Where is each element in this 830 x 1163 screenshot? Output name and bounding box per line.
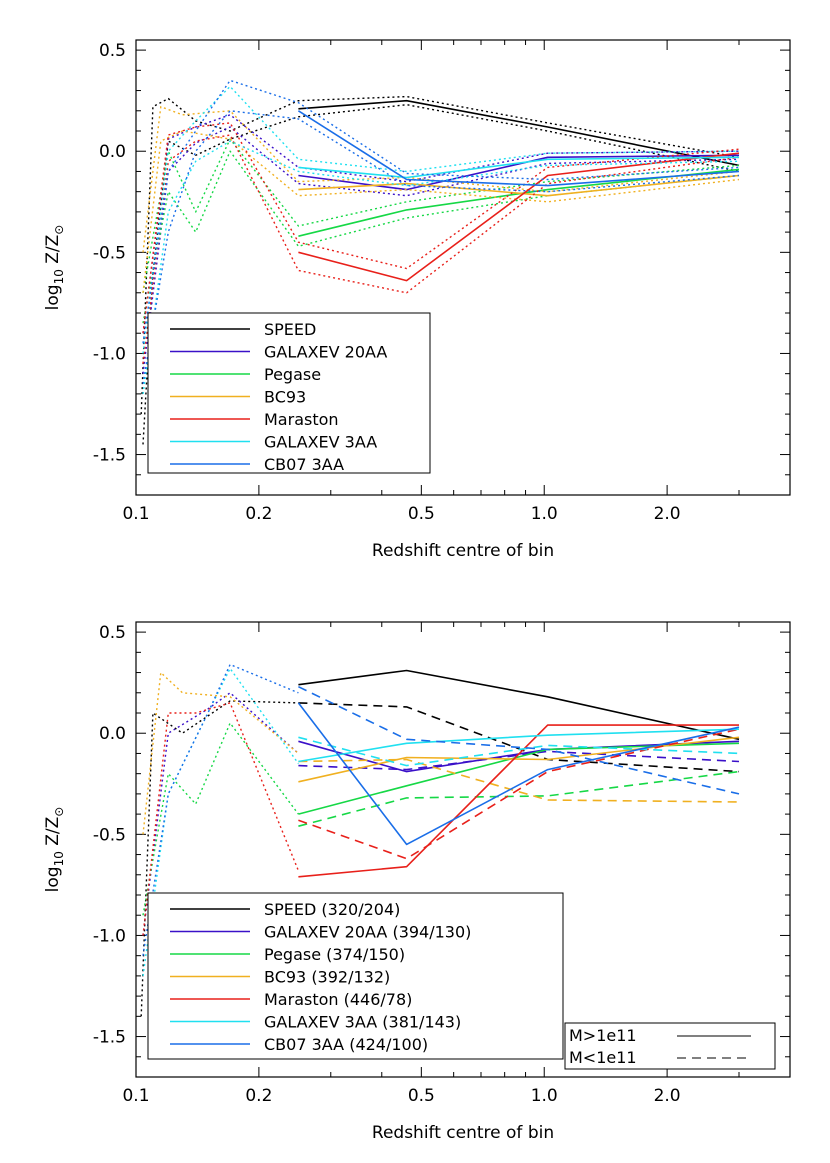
series-line-dashed [298, 702, 740, 773]
x-axis-label: Redshift centre of bin [372, 541, 554, 561]
series-line-dashed [298, 728, 740, 860]
series-lines [140, 79, 740, 445]
x-tick-label: 1.0 [531, 1086, 558, 1106]
y-tick-label: 0.0 [99, 142, 126, 162]
series-line-dashed [298, 758, 740, 803]
series-line-solid [298, 168, 740, 237]
series-line-dashed [298, 750, 740, 771]
legend-label: BC93 (392/132) [264, 968, 390, 987]
x-tick-label: 0.2 [245, 1086, 272, 1106]
legend-label: GALAXEV 3AA (381/143) [264, 1013, 461, 1032]
legend-label: CB07 3AA [264, 455, 344, 474]
series-line-lower [142, 150, 740, 324]
series-lines [140, 663, 740, 1017]
y-tick-label: 0.5 [99, 623, 126, 643]
legend-box [147, 312, 431, 474]
series-line-lower [142, 110, 740, 384]
series-line-upper [142, 122, 740, 334]
x-tick-label: 1.0 [531, 504, 558, 524]
series-line-solid [297, 702, 740, 846]
series-line-dotted [142, 722, 299, 916]
series-line-solid [298, 99, 740, 167]
series-line-upper [142, 79, 740, 344]
legend-label: SPEED (320/204) [264, 900, 400, 919]
y-axis-label: log10 Z/Z⊙ [43, 807, 66, 893]
series-line-solid [298, 724, 739, 878]
style-legend-high-label: M>1e11 [569, 1026, 637, 1045]
series-line-upper [142, 138, 740, 293]
legend: SPEED (320/204) GALAXEV 20AA (394/130) Peg… [147, 892, 564, 1060]
y-tick-label: 0.0 [99, 724, 126, 744]
x-tick-label: 0.2 [245, 504, 272, 524]
y-tick-label: -1.5 [93, 446, 126, 466]
series-line-solid [298, 174, 740, 197]
series-line-solid [297, 110, 740, 187]
series-line-solid [298, 728, 740, 763]
series-line-upper [142, 114, 740, 334]
series-line-dotted [142, 692, 299, 936]
legend-label: CB07 3AA (424/100) [264, 1035, 428, 1054]
y-axis-label: log10 Z/Z⊙ [43, 225, 66, 311]
series-line-lower [142, 126, 740, 374]
series-line-dashed [298, 685, 740, 795]
top-panel: 0.1 0.2 0.5 1.0 2.0 -1.5 -1.0 -0.5 0.0 0.5 Redshif… [43, 39, 791, 561]
x-tick-label: 0.1 [122, 504, 149, 524]
legend-label: BC93 [264, 388, 306, 407]
legend-label: GALAXEV 20AA (394/130) [264, 923, 471, 942]
series-line-upper [142, 85, 740, 354]
legend-label: SPEED [264, 320, 316, 339]
series-line-solid [298, 742, 740, 815]
y-tick-label: -1.0 [93, 926, 126, 946]
legend-label: GALAXEV 3AA [264, 433, 377, 452]
plot-frame [135, 621, 791, 1078]
style-legend: M>1e11 M<1e11 [564, 1022, 776, 1070]
legend-label: Pegase [264, 365, 321, 384]
y-tick-label: -0.5 [93, 825, 126, 845]
series-line-dashed [298, 736, 740, 767]
legend: SPEED GALAXEV 20AA Pegase BC93 Maraston GALAX… [147, 312, 431, 474]
series-line-solid [298, 669, 740, 741]
x-tick-label: 0.5 [408, 504, 435, 524]
series-line-dotted [142, 671, 299, 835]
plot-frame [135, 39, 791, 496]
style-legend-low-label: M<1e11 [569, 1048, 637, 1067]
y-tick-label: -1.5 [93, 1028, 126, 1048]
x-tick-label: 2.0 [654, 504, 681, 524]
series-line-upper [140, 95, 740, 415]
series-line-dashed [298, 770, 740, 827]
series-line-solid [298, 156, 740, 179]
series-line-upper [142, 105, 740, 253]
series-line-dotted [142, 663, 299, 956]
series-line-lower [142, 130, 740, 293]
legend-label: Maraston (446/78) [264, 990, 412, 1009]
series-line-solid [298, 740, 740, 773]
x-tick-label: 0.1 [122, 1086, 149, 1106]
series-line-solid [298, 152, 740, 282]
legend-label: Maraston [264, 410, 339, 429]
y-tick-label: -1.0 [93, 344, 126, 364]
x-axis-label: Redshift centre of bin [372, 1123, 554, 1143]
legend-label: GALAXEV 20AA [264, 343, 387, 362]
x-tick-label: 2.0 [654, 1086, 681, 1106]
y-tick-label: -0.5 [93, 243, 126, 263]
series-line-dotted [142, 702, 300, 936]
style-legend-box [564, 1022, 776, 1070]
x-tick-label: 0.5 [408, 1086, 435, 1106]
legend-label: Pegase (374/150) [264, 945, 405, 964]
bottom-panel: 0.1 0.2 0.5 1.0 2.0 -1.5 -1.0 -0.5 0.0 0.5 Redshif… [43, 621, 791, 1143]
series-line-solid [298, 154, 740, 191]
y-tick-label: 0.5 [99, 41, 126, 61]
